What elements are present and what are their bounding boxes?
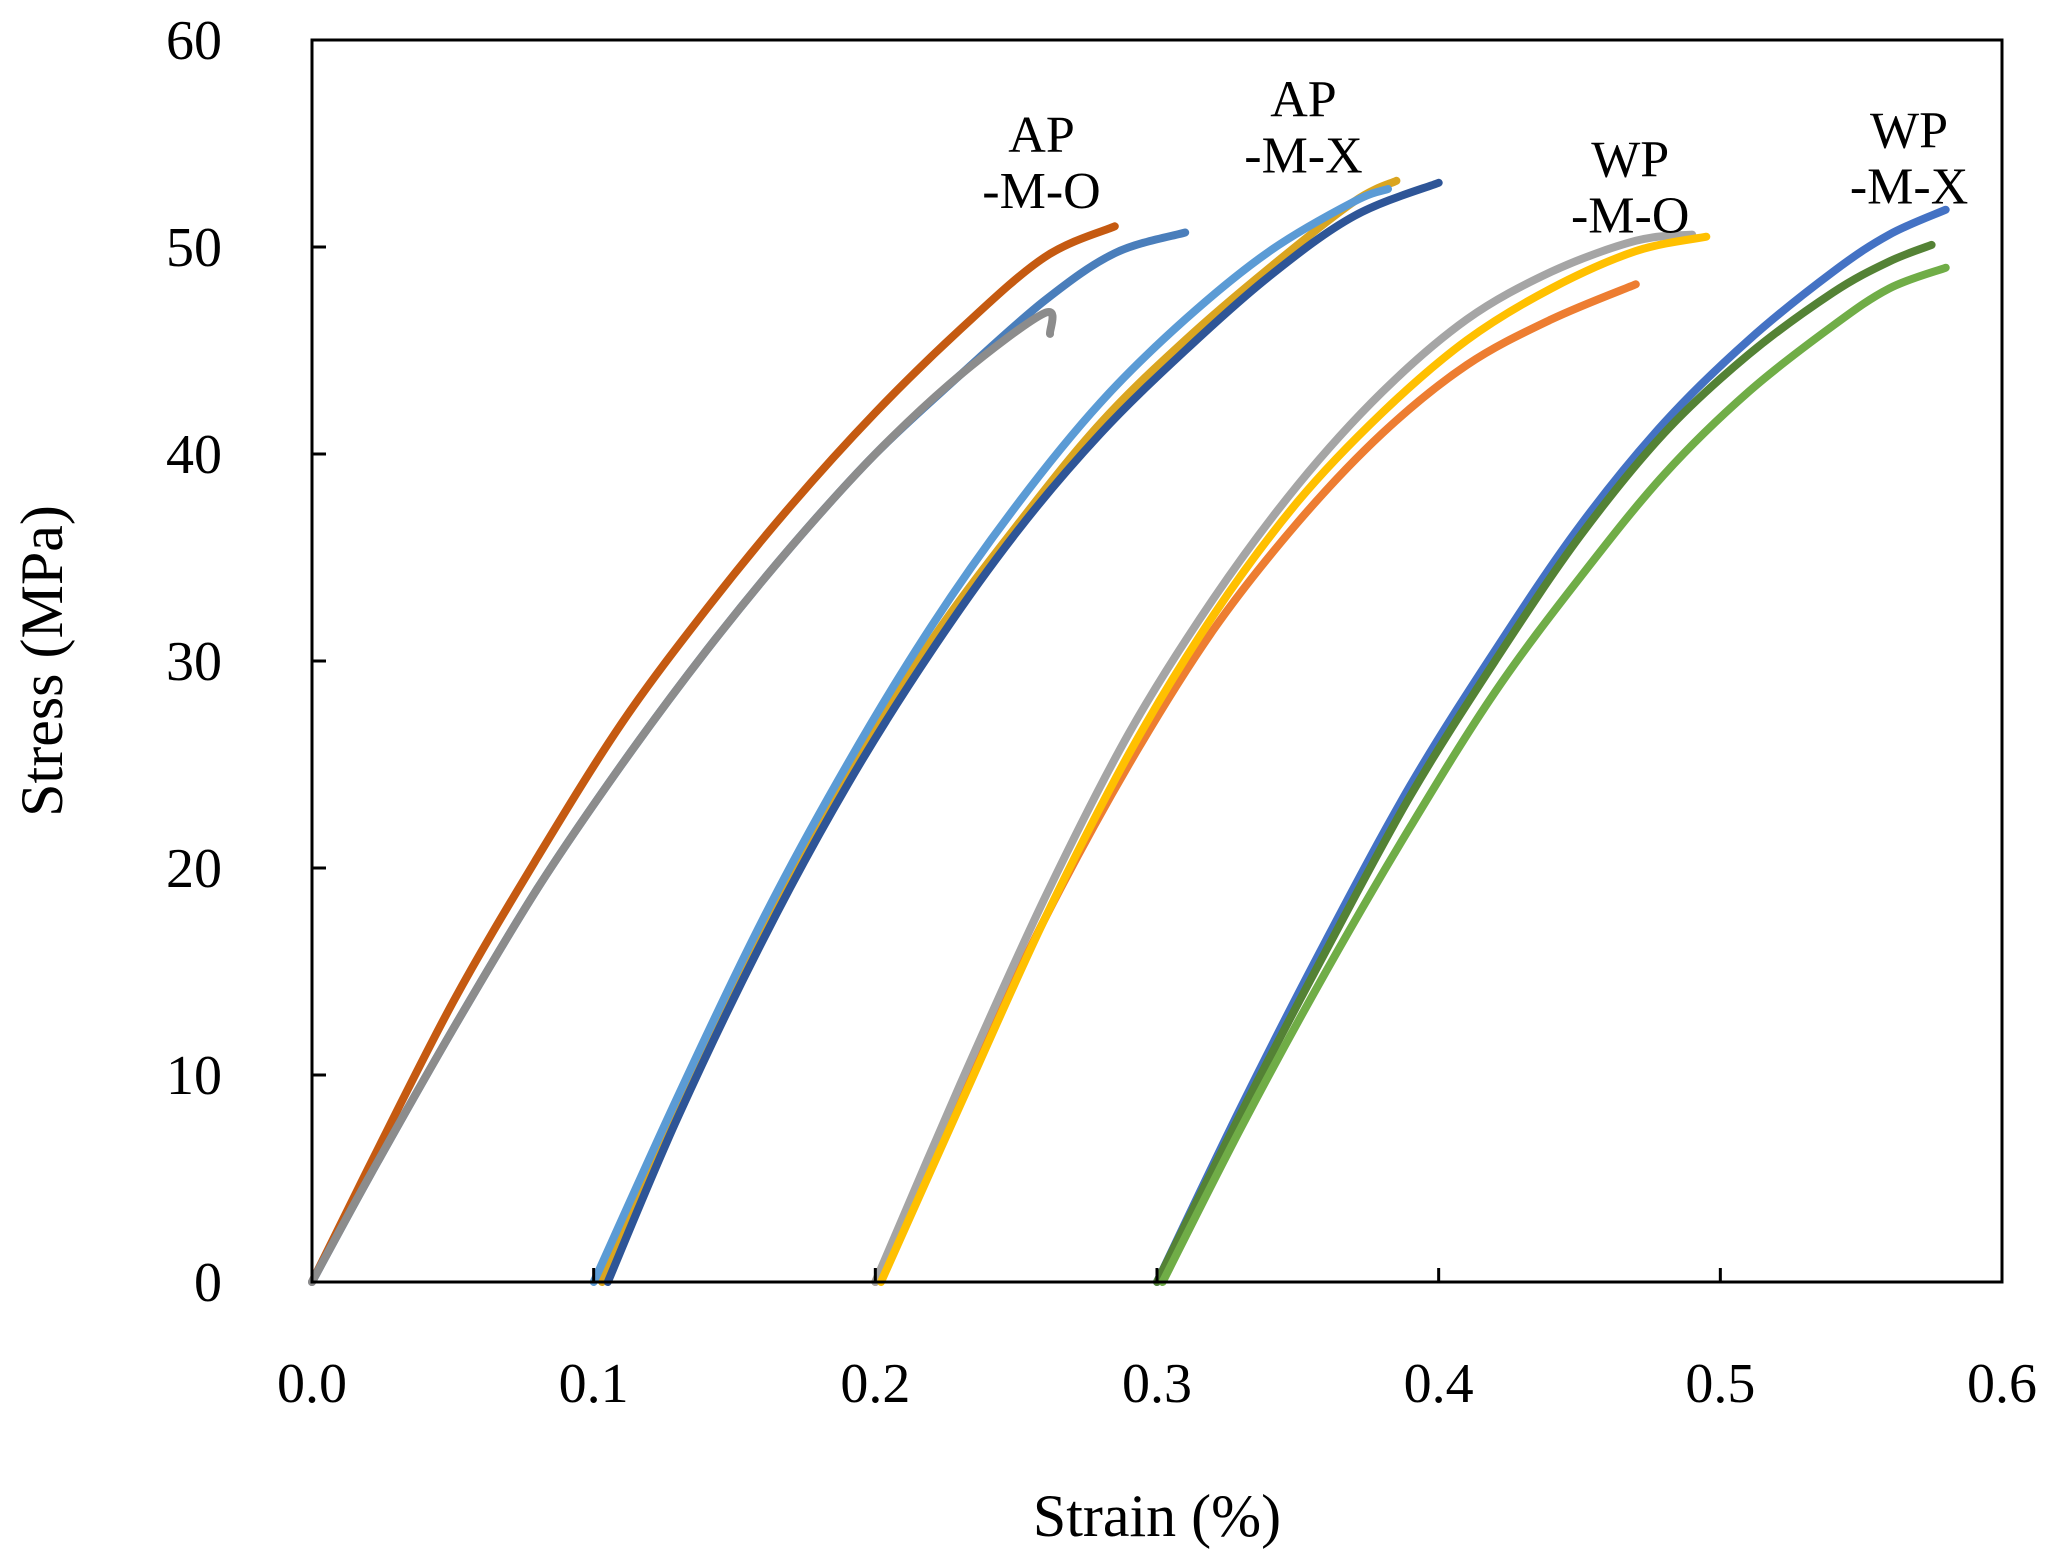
series-6-line: [589, 185, 1392, 1286]
annotation-1: AP -M-O: [982, 107, 1100, 220]
series-12-line: [1158, 263, 1950, 1286]
x-tick-label: 0.4: [1404, 1353, 1474, 1415]
annotation-3: WP -M-O: [1571, 132, 1689, 245]
series-1-line: [308, 222, 1119, 1286]
series-3-line: [308, 307, 1057, 1286]
annotation-2: AP -M-X: [1244, 72, 1362, 185]
y-axis-title: Stress (MPa): [9, 505, 75, 817]
series-9-line: [877, 232, 1711, 1286]
series-layer: [308, 176, 1950, 1286]
annotations: AP -M-O AP -M-X WP -M-O WP -M-X: [982, 72, 1968, 245]
y-tick-label: 0: [194, 1252, 222, 1314]
y-tick-label: 50: [166, 217, 222, 279]
y-tick-label: 40: [166, 424, 222, 486]
x-tick-label: 0.0: [277, 1353, 347, 1415]
y-tick-label: 20: [166, 838, 222, 900]
x-tick-label: 0.1: [559, 1353, 629, 1415]
annotation-4: WP -M-X: [1850, 103, 1968, 216]
y-tick-label: 60: [166, 10, 222, 72]
x-axis-title: Strain (%): [1033, 1483, 1281, 1549]
series-8-line: [871, 230, 1697, 1286]
x-tick-label: 0.3: [1122, 1353, 1192, 1415]
y-axis: 0 10 20 30 40 50 60: [166, 10, 326, 1314]
series-4-line: [598, 176, 1401, 1286]
series-11-line: [1153, 240, 1936, 1286]
x-axis: 0.0 0.1 0.2 0.3 0.4 0.5 0.6: [277, 1268, 2037, 1415]
y-tick-label: 30: [166, 631, 222, 693]
x-tick-label: 0.6: [1967, 1353, 2037, 1415]
x-tick-label: 0.5: [1685, 1353, 1755, 1415]
y-tick-label: 10: [166, 1045, 222, 1107]
x-tick-label: 0.2: [840, 1353, 910, 1415]
series-5-line: [603, 178, 1443, 1286]
